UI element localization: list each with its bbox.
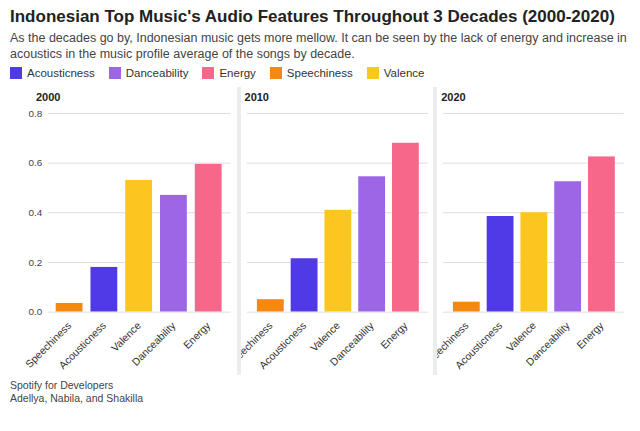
html-text:2000: 2000 [36, 91, 61, 103]
html-text:Spotify for Developers: Spotify for Developers [10, 379, 114, 392]
svg-text:Acousticness: Acousticness [57, 320, 108, 371]
svg-text:0.6: 0.6 [28, 157, 42, 168]
svg-text:0.0: 0.0 [28, 306, 42, 317]
svg-text:Energy: Energy [575, 319, 607, 351]
svg-text:Acousticness: Acousticness [257, 320, 308, 371]
html-text:Energy: Energy [219, 67, 256, 79]
html-text:Adellya, Nabila, and Shakilla: Adellya, Nabila, and Shakilla [10, 392, 144, 405]
svg-text:Acousticness: Acousticness [453, 320, 504, 371]
svg-text:Valence: Valence [505, 320, 539, 354]
html-text:Acousticness: Acousticness [27, 67, 95, 79]
html-text:2010: 2010 [244, 91, 269, 103]
html-text:Danceability: Danceability [125, 67, 189, 79]
svg-text:Speechiness: Speechiness [23, 319, 74, 370]
svg-text:0.4: 0.4 [28, 207, 42, 218]
svg-text:Danceability: Danceability [524, 319, 572, 367]
svg-text:Energy: Energy [181, 319, 213, 351]
html-text:As the decades go by, Indonesi: As the decades go by, Indonesian music g… [10, 31, 627, 61]
html-text:Indonesian Top Music's Audio F: Indonesian Top Music's Audio Features Th… [10, 7, 615, 26]
html-text:Valence: Valence [383, 67, 425, 79]
html-text:2020: 2020 [441, 91, 466, 103]
svg-text:Danceability: Danceability [327, 319, 375, 367]
svg-text:Danceability: Danceability [130, 319, 178, 367]
svg-text:0.8: 0.8 [28, 108, 42, 119]
svg-text:Valence: Valence [109, 320, 143, 354]
svg-text:0.2: 0.2 [28, 257, 42, 268]
html-text:Speechiness: Speechiness [286, 67, 353, 79]
svg-text:Valence: Valence [308, 320, 342, 354]
svg-text:Energy: Energy [378, 319, 410, 351]
